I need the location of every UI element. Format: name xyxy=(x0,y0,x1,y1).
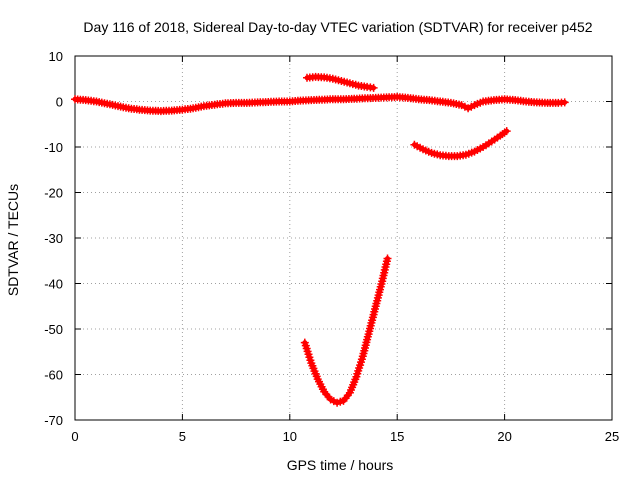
x-tick-label: 20 xyxy=(497,429,511,444)
series-upper-arc xyxy=(303,72,378,92)
x-tick-labels: 0 5 10 15 20 25 xyxy=(71,429,619,444)
series-mid-dip xyxy=(410,127,511,161)
data-series xyxy=(71,72,569,407)
chart-title: Day 116 of 2018, Sidereal Day-to-day VTE… xyxy=(83,19,592,35)
series-deep-dip xyxy=(300,254,392,407)
y-axis-label: SDTVAR / TECUs xyxy=(5,184,21,296)
x-axis-label: GPS time / hours xyxy=(287,457,394,473)
x-tick-label: 0 xyxy=(71,429,78,444)
x-tick-label: 5 xyxy=(179,429,186,444)
data-point xyxy=(502,127,511,136)
y-tick-label: -10 xyxy=(44,140,63,155)
data-point xyxy=(369,83,378,92)
y-tick-label: -50 xyxy=(44,322,63,337)
grid xyxy=(75,56,612,420)
y-tick-label: 10 xyxy=(49,49,63,64)
x-tick-label: 25 xyxy=(605,429,619,444)
x-tick-label: 15 xyxy=(390,429,404,444)
y-tick-label: -60 xyxy=(44,368,63,383)
y-tick-labels: 10 0 -10 -20 -30 -40 -50 -60 -70 xyxy=(44,49,63,428)
y-tick-label: -30 xyxy=(44,231,63,246)
y-tick-label: -40 xyxy=(44,277,63,292)
x-tick-label: 10 xyxy=(283,429,297,444)
y-tick-label: 0 xyxy=(56,95,63,110)
data-point xyxy=(560,98,569,107)
data-point xyxy=(383,254,392,263)
y-tick-label: -20 xyxy=(44,186,63,201)
axis-ticks xyxy=(74,55,613,421)
y-tick-label: -70 xyxy=(44,413,63,428)
series-main-track xyxy=(71,92,569,116)
